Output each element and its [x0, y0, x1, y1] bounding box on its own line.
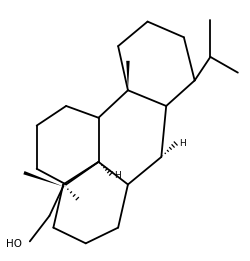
Text: HO: HO [6, 239, 22, 249]
Polygon shape [23, 171, 63, 186]
Text: H: H [114, 171, 121, 180]
Text: H: H [179, 139, 186, 148]
Polygon shape [126, 61, 130, 90]
